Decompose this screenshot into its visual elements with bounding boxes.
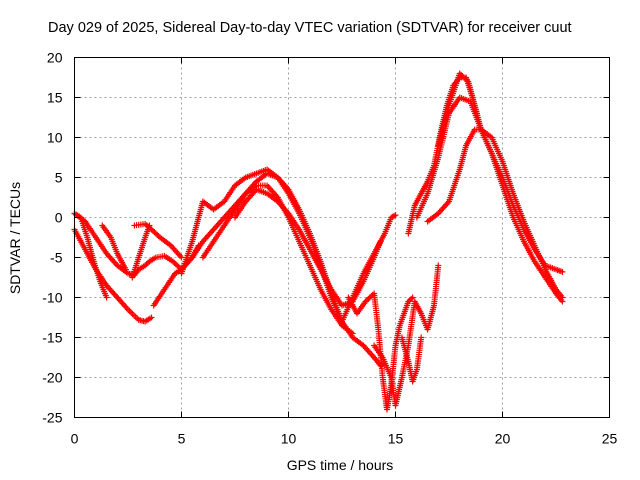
- x-tick-label: 15: [388, 431, 404, 447]
- y-tick-label: 20: [47, 50, 63, 66]
- x-axis-label: GPS time / hours: [287, 457, 394, 473]
- x-tick-label: 10: [281, 431, 297, 447]
- chart-title: Day 029 of 2025, Sidereal Day-to-day VTE…: [48, 20, 572, 36]
- y-tick-label: -20: [42, 370, 62, 386]
- series-prn-j: [232, 186, 384, 309]
- data-point: [148, 314, 155, 321]
- data-point: [559, 294, 566, 301]
- data-point: [178, 254, 185, 261]
- data-points: [71, 70, 566, 413]
- data-point: [122, 266, 129, 273]
- x-tick-label: 5: [178, 431, 186, 447]
- data-point: [409, 294, 416, 301]
- series-prn-f: [131, 220, 185, 261]
- y-tick-label: 5: [55, 170, 63, 186]
- data-point: [392, 212, 399, 219]
- axis-ticks: [74, 57, 610, 418]
- y-tick-label: -25: [42, 410, 62, 426]
- y-axis-label: SDTVAR / TECUs: [7, 182, 23, 294]
- data-point: [418, 334, 425, 341]
- data-point: [103, 294, 110, 301]
- plot-frame: [74, 57, 610, 418]
- y-tick-label: -5: [50, 250, 63, 266]
- series-prn-m: [371, 262, 442, 409]
- data-point: [435, 262, 442, 269]
- series-prn-q: [424, 126, 566, 301]
- y-tick-label: -10: [42, 290, 62, 306]
- x-tick-labels: 0 5 10 15 20 25: [71, 431, 618, 447]
- series-prn-k: [339, 212, 399, 325]
- y-tick-labels: -25 -20 -15 -10 -5 0 5 10 15 20: [42, 50, 62, 426]
- x-tick-label: 0: [71, 431, 79, 447]
- series-prn-d: [99, 222, 129, 273]
- y-tick-label: -15: [42, 330, 62, 346]
- data-point: [473, 110, 480, 117]
- y-tick-label: 0: [55, 210, 63, 226]
- data-point: [559, 268, 566, 275]
- series-prn-n: [398, 334, 425, 385]
- y-tick-label: 10: [47, 130, 63, 146]
- series-prn-r: [435, 70, 480, 149]
- x-tick-label: 20: [495, 431, 511, 447]
- series-prn-e: [129, 222, 153, 281]
- x-tick-label: 25: [602, 431, 618, 447]
- y-tick-label: 15: [47, 90, 63, 106]
- data-point: [377, 362, 384, 369]
- series-prn-o: [405, 74, 566, 275]
- series-prn-p: [413, 94, 566, 305]
